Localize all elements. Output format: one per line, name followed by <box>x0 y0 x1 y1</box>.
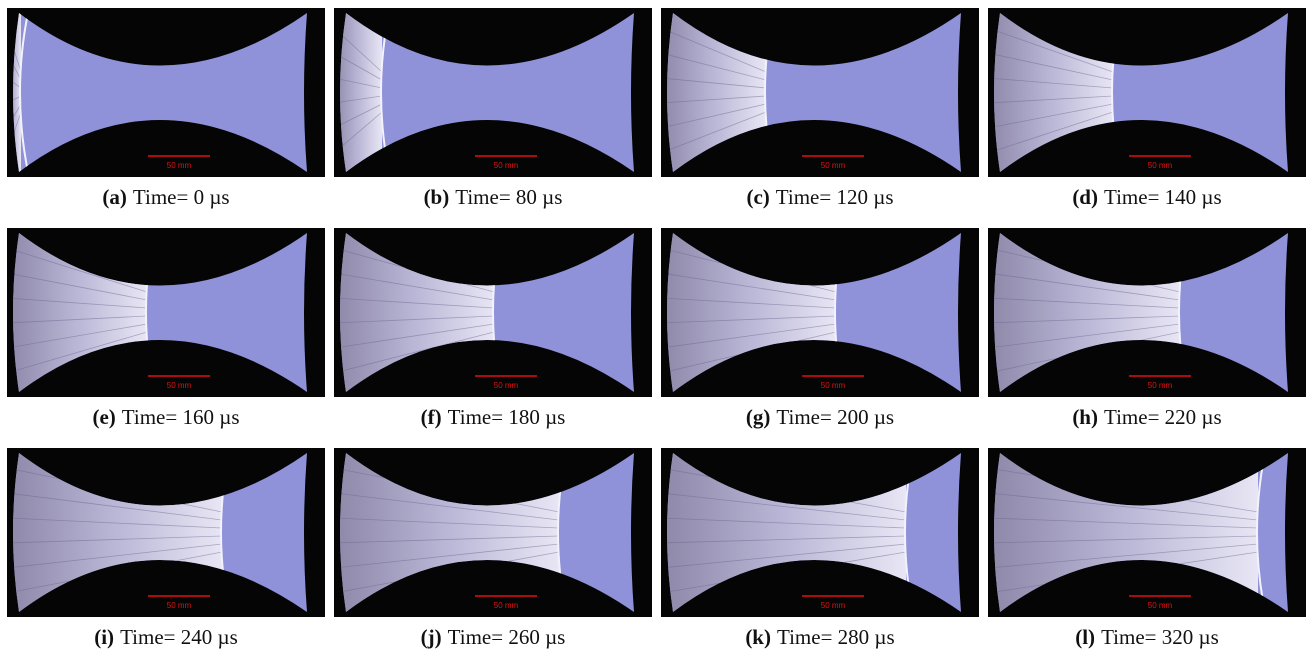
photo: 50 mm <box>334 228 652 397</box>
caption: (d)Time= 140 µs <box>988 185 1306 210</box>
caption: (k)Time= 280 µs <box>661 625 979 650</box>
photo: 50 mm <box>334 8 652 177</box>
photo: 50 mm <box>661 8 979 177</box>
panel: 50 mm (h)Time= 220 µs <box>988 228 1306 430</box>
caption: (l) Time= 320 µs <box>988 625 1306 650</box>
photo: 50 mm <box>7 8 325 177</box>
panel: 50 mm (j) Time= 260 µs <box>334 448 652 650</box>
caption-text: Time= 220 µs <box>1104 405 1222 429</box>
caption: (c) Time= 120 µs <box>661 185 979 210</box>
scale-label: 50 mm <box>167 381 192 390</box>
photo: 50 mm <box>334 448 652 617</box>
panel: 50 mm (b)Time= 80 µs <box>334 8 652 210</box>
panel-label: (h) <box>1072 405 1098 429</box>
panel-label: (e) <box>92 405 115 429</box>
photo: 50 mm <box>7 448 325 617</box>
caption: (f) Time= 180 µs <box>334 405 652 430</box>
panel: 50 mm (e) Time= 160 µs <box>7 228 325 430</box>
panel: 50 mm (c) Time= 120 µs <box>661 8 979 210</box>
scale-label: 50 mm <box>1148 161 1173 170</box>
caption-text: Time= 280 µs <box>777 625 895 649</box>
panel: 50 mm (a)Time= 0 µs <box>7 8 325 210</box>
photo: 50 mm <box>988 228 1306 397</box>
panel-label: (b) <box>424 185 450 209</box>
figure: 50 mm(a)Time= 0 µs50 mm(b)Time= 80 µs50 … <box>0 0 1307 653</box>
scale-label: 50 mm <box>1148 381 1173 390</box>
photo: 50 mm <box>661 448 979 617</box>
scale-label: 50 mm <box>167 601 192 610</box>
caption: (i) Time= 240 µs <box>7 625 325 650</box>
caption: (g)Time= 200 µs <box>661 405 979 430</box>
caption-text: Time= 260 µs <box>448 625 566 649</box>
panel-label: (i) <box>94 625 114 649</box>
scale-label: 50 mm <box>494 161 519 170</box>
caption: (b)Time= 80 µs <box>334 185 652 210</box>
panel-label: (d) <box>1072 185 1098 209</box>
caption: (h)Time= 220 µs <box>988 405 1306 430</box>
scale-label: 50 mm <box>821 381 846 390</box>
photo: 50 mm <box>661 228 979 397</box>
caption: (e) Time= 160 µs <box>7 405 325 430</box>
photo: 50 mm <box>988 8 1306 177</box>
panel: 50 mm (i) Time= 240 µs <box>7 448 325 650</box>
scale-label: 50 mm <box>1148 601 1173 610</box>
panel: 50 mm (k)Time= 280 µs <box>661 448 979 650</box>
photo: 50 mm <box>7 228 325 397</box>
panel-label: (a) <box>102 185 127 209</box>
scale-label: 50 mm <box>821 601 846 610</box>
caption: (j) Time= 260 µs <box>334 625 652 650</box>
scale-label: 50 mm <box>167 161 192 170</box>
panel-label: (c) <box>746 185 769 209</box>
panel-label: (g) <box>746 405 771 429</box>
panel: 50 mm (f) Time= 180 µs <box>334 228 652 430</box>
panel-label: (k) <box>745 625 771 649</box>
photo: 50 mm <box>988 448 1306 617</box>
caption-text: Time= 240 µs <box>120 625 238 649</box>
scale-label: 50 mm <box>821 161 846 170</box>
caption-text: Time= 180 µs <box>448 405 566 429</box>
caption-text: Time= 120 µs <box>776 185 894 209</box>
caption-text: Time= 0 µs <box>133 185 230 209</box>
caption: (a)Time= 0 µs <box>7 185 325 210</box>
caption-text: Time= 160 µs <box>122 405 240 429</box>
panel-label: (l) <box>1075 625 1095 649</box>
scale-label: 50 mm <box>494 381 519 390</box>
panel-label: (f) <box>421 405 442 429</box>
panel-label: (j) <box>421 625 442 649</box>
scale-label: 50 mm <box>494 601 519 610</box>
panel: 50 mm (g)Time= 200 µs <box>661 228 979 430</box>
caption-text: Time= 80 µs <box>455 185 562 209</box>
caption-text: Time= 200 µs <box>776 405 894 429</box>
panel: 50 mm (l) Time= 320 µs <box>988 448 1306 650</box>
caption-text: Time= 320 µs <box>1101 625 1219 649</box>
panel: 50 mm (d)Time= 140 µs <box>988 8 1306 210</box>
caption-text: Time= 140 µs <box>1104 185 1222 209</box>
